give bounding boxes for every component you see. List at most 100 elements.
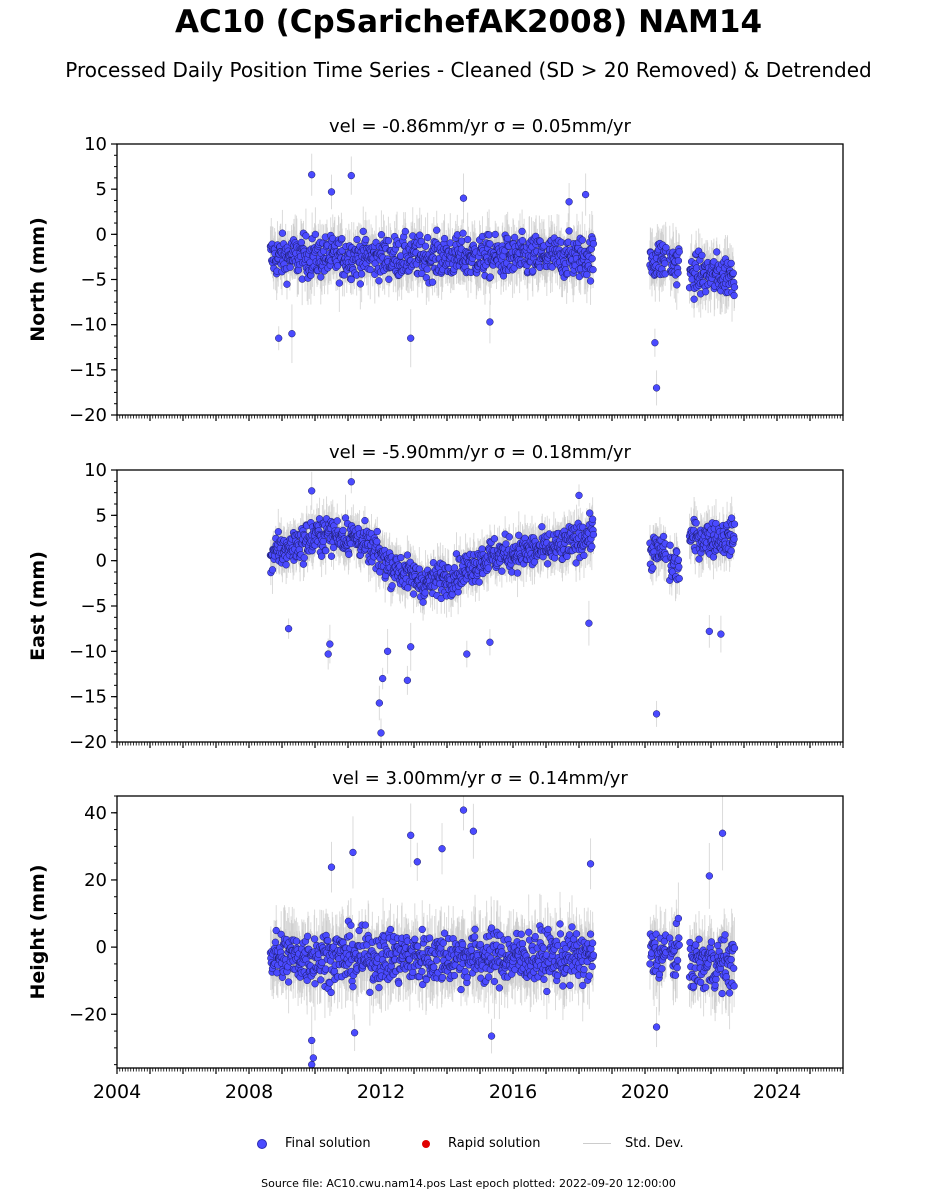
data-point (357, 270, 366, 278)
data-point (433, 226, 441, 234)
data-point (338, 234, 346, 243)
y-tick-label: −20 (69, 405, 107, 426)
data-point (565, 227, 573, 235)
data-point (268, 566, 277, 574)
data-point (423, 265, 431, 273)
panel-1: vel = -0.86mm/yr σ = 0.05mm/yr North (mm)… (27, 116, 844, 426)
panel-2: vel = -5.90mm/yr σ = 0.18mm/yr East (mm) 1… (27, 442, 844, 753)
data-point (662, 244, 670, 252)
data-point (730, 535, 738, 543)
data-point (515, 531, 523, 539)
data-point (580, 551, 588, 560)
data-point (384, 237, 393, 245)
plot-area (266, 796, 739, 1068)
data-point (319, 537, 327, 546)
data-point (401, 227, 409, 236)
data-point (463, 235, 472, 244)
data-point (486, 318, 494, 326)
data-point (538, 523, 546, 531)
data-point (652, 384, 661, 392)
y-axis-label: Height (mm) (27, 864, 49, 999)
data-point (586, 277, 595, 285)
data-point (727, 547, 735, 555)
y-tick-label: 10 (84, 134, 107, 155)
data-point (353, 235, 361, 244)
data-point (575, 491, 583, 500)
data-point (347, 171, 355, 180)
data-point (578, 236, 586, 244)
data-point (317, 273, 325, 281)
data-point (459, 229, 467, 237)
data-point (282, 561, 290, 569)
data-point (572, 559, 580, 567)
data-point (375, 277, 383, 285)
data-point (729, 269, 737, 277)
data-point (421, 589, 429, 597)
data-point (675, 563, 683, 571)
data-point (288, 330, 296, 338)
data-point (339, 526, 347, 535)
data-point (511, 233, 519, 242)
y-tick-label: −15 (69, 360, 107, 381)
data-point (661, 259, 669, 267)
data-point (692, 519, 700, 527)
data-point (416, 231, 424, 239)
y-tick-label: −15 (69, 687, 107, 708)
data-point (397, 553, 405, 562)
y-axis-label: East (mm) (27, 551, 49, 661)
data-point (361, 516, 369, 525)
data-point (730, 520, 739, 528)
data-point (308, 487, 316, 495)
data-point (727, 514, 736, 522)
y-tick-label: 5 (96, 179, 107, 200)
data-point (675, 574, 683, 583)
data-point (440, 234, 449, 243)
data-point (326, 640, 334, 648)
data-point (484, 564, 492, 572)
data-point (675, 248, 683, 256)
data-point (334, 261, 342, 270)
data-point (347, 275, 355, 284)
data-point (297, 238, 306, 247)
plot-area (266, 470, 739, 742)
data-point (709, 553, 718, 561)
data-point (730, 291, 738, 300)
data-point (652, 710, 661, 718)
data-point (491, 230, 499, 239)
axes-frame (116, 469, 844, 743)
data-point (415, 565, 424, 573)
data-point (529, 267, 537, 275)
data-point (379, 674, 387, 683)
data-point (388, 582, 396, 590)
data-point (278, 229, 287, 237)
data-point (717, 630, 725, 638)
data-point (421, 242, 430, 250)
data-point (377, 729, 385, 737)
data-point (673, 281, 681, 289)
data-point (588, 542, 596, 551)
data-points (266, 478, 739, 737)
data-point (588, 255, 596, 263)
panel-title: vel = 3.00mm/yr σ = 0.14mm/yr (332, 768, 628, 789)
data-point (407, 334, 415, 342)
data-point (486, 240, 494, 248)
y-tick-label: 10 (84, 460, 107, 481)
data-point (563, 552, 571, 561)
data-point (485, 231, 493, 239)
data-point (649, 564, 657, 572)
data-point (486, 273, 494, 281)
data-point (275, 334, 283, 342)
data-point (674, 269, 682, 277)
data-point (385, 275, 393, 283)
data-point (475, 578, 483, 586)
data-point (659, 532, 668, 541)
data-point (698, 251, 706, 260)
data-point (586, 509, 594, 517)
data-point (713, 248, 721, 256)
data-point (581, 190, 590, 199)
data-point (417, 237, 426, 246)
data-point (701, 288, 710, 296)
y-tick-label: −10 (69, 641, 107, 662)
data-point (362, 235, 370, 244)
data-point (589, 240, 598, 248)
